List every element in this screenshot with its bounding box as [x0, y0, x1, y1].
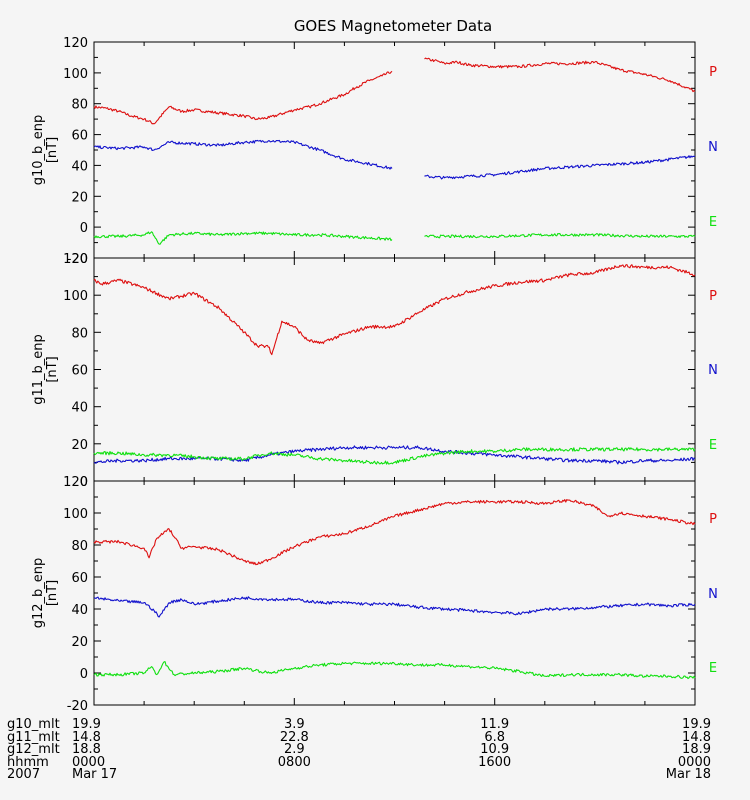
- y-tick-label: 40: [71, 401, 88, 416]
- x-axis-value: 18.9: [682, 742, 711, 757]
- x-axis-value: 14.8: [682, 730, 711, 745]
- x-axis-value: 0800: [278, 755, 311, 770]
- series-E: E: [93, 438, 717, 465]
- y-tick-label: 100: [63, 507, 88, 522]
- x-axis-value: 2.9: [284, 742, 305, 757]
- series-E: E: [93, 661, 717, 680]
- x-axis-row-label: g12_mlt: [7, 742, 60, 757]
- y-tick-label: 60: [71, 364, 88, 379]
- y-tick-label: 80: [71, 98, 88, 113]
- legend-label-P: P: [709, 289, 717, 304]
- panel-3: -20 0 20 40 60 80 100 120 g12_b_enp [nT] P N E: [31, 475, 718, 714]
- x-axis-value: 19.9: [682, 717, 711, 732]
- series-N: N: [93, 139, 718, 180]
- x-axis-value: 1600: [478, 755, 511, 770]
- legend-label-N: N: [708, 363, 718, 378]
- legend-label-P: P: [709, 512, 717, 527]
- panel-2: 0 20 40 60 80 100 120 g11_b_enp [nT] P N E: [31, 252, 718, 490]
- x-axis-value: Mar 17: [72, 767, 117, 782]
- series-line-N: [93, 445, 696, 465]
- x-axis-value: 0000: [72, 755, 105, 770]
- y-axis-unit: [nT]: [45, 137, 60, 163]
- y-tick-label: -20: [67, 699, 88, 714]
- y-tick-label: 40: [71, 159, 88, 174]
- x-axis-row-hhmm: hhmm 0000 0800 1600 0000: [7, 755, 711, 770]
- series-line-P: [93, 57, 696, 125]
- y-tick-label: 20: [71, 190, 88, 205]
- x-axis-value: 14.8: [72, 730, 101, 745]
- x-axis-value: 3.9: [284, 717, 305, 732]
- x-axis-row-g11_mlt: g11_mlt 14.8 22.8 6.8 14.8: [7, 730, 711, 745]
- x-axis-row-2007: 2007 Mar 17 Mar 18: [7, 767, 711, 782]
- y-tick-label: 0: [80, 221, 88, 236]
- y-tick-label: 60: [71, 129, 88, 144]
- x-axis-value: 22.8: [280, 730, 309, 745]
- panel-1: -20 0 20 40 60 80 100 120 g10_b_enp [nT] P N E: [31, 36, 718, 267]
- y-tick-label: 0: [80, 475, 88, 490]
- y-tick-label: 120: [63, 36, 88, 51]
- y-axis-label: g10_b_enp: [31, 115, 46, 186]
- series-line-E: [93, 447, 696, 465]
- y-tick-label: 60: [71, 571, 88, 586]
- y-tick-label: 20: [71, 635, 88, 650]
- y-tick-label: 40: [71, 603, 88, 618]
- x-axis-value: 6.8: [484, 730, 505, 745]
- legend-label-N: N: [708, 587, 718, 602]
- y-tick-label: 120: [63, 252, 88, 267]
- y-axis-unit: [nT]: [45, 356, 60, 382]
- legend-label-E: E: [709, 438, 717, 453]
- y-tick-label: 80: [71, 539, 88, 554]
- y-tick-label: 0: [80, 667, 88, 682]
- series-line-E: [93, 231, 696, 245]
- series-P: P: [93, 499, 717, 566]
- x-axis-value: 11.9: [480, 717, 509, 732]
- series-N: N: [93, 363, 718, 465]
- y-tick-label: 100: [63, 67, 88, 82]
- series-line-E: [93, 661, 696, 680]
- y-tick-label: 80: [71, 326, 88, 341]
- series-E: E: [93, 215, 717, 245]
- x-axis-row-label: g10_mlt: [7, 717, 60, 732]
- panel-frame: [93, 480, 696, 706]
- panel-frame: [93, 41, 696, 259]
- y-tick-label: -20: [67, 252, 88, 267]
- legend-label-E: E: [709, 215, 717, 230]
- y-tick-label: 120: [63, 475, 88, 490]
- y-tick-label: 20: [71, 438, 88, 453]
- series-line-N: [93, 596, 696, 618]
- x-axis-row-label: hhmm: [7, 755, 49, 770]
- x-axis-row-label: 2007: [7, 767, 40, 782]
- chart-title: GOES Magnetometer Data: [294, 17, 492, 35]
- x-axis-row-g12_mlt: g12_mlt 18.8 2.9 10.9 18.9: [7, 742, 711, 757]
- series-N: N: [93, 587, 718, 618]
- x-axis-row-g10_mlt: g10_mlt 19.9 3.9 11.9 19.9: [7, 717, 711, 732]
- series-line-P: [93, 499, 696, 566]
- x-axis-value: 18.8: [72, 742, 101, 757]
- y-axis-label: g12_b_enp: [31, 558, 46, 629]
- legend-label-N: N: [708, 140, 718, 155]
- x-axis-value: 19.9: [72, 717, 101, 732]
- legend-label-E: E: [709, 661, 717, 676]
- series-line-P: [93, 264, 696, 356]
- y-tick-label: 100: [63, 289, 88, 304]
- series-P: P: [93, 57, 717, 125]
- x-axis-value: 10.9: [480, 742, 509, 757]
- y-axis-label: g11_b_enp: [31, 334, 46, 405]
- series-line-N: [93, 139, 696, 180]
- x-axis-row-label: g11_mlt: [7, 730, 60, 745]
- x-axis-value: 0000: [678, 755, 711, 770]
- y-axis-unit: [nT]: [45, 580, 60, 606]
- series-P: P: [93, 264, 717, 356]
- x-axis-value: Mar 18: [666, 767, 711, 782]
- legend-label-P: P: [709, 65, 717, 80]
